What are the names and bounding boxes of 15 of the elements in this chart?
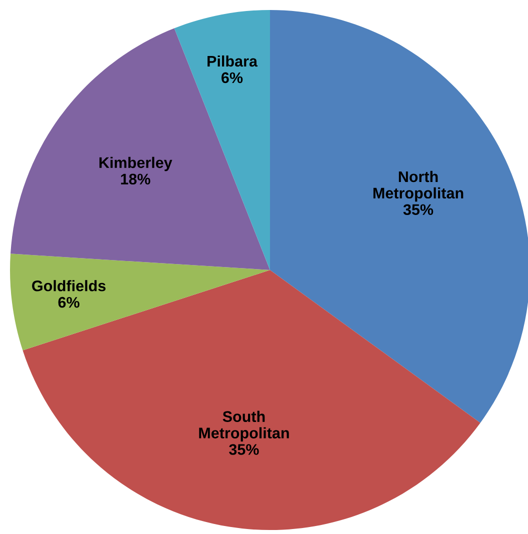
data-label: 6% — [222, 72, 243, 84]
pie-slice — [270, 10, 528, 423]
slice-label: Pilbara — [208, 55, 258, 67]
pie-slice — [10, 28, 270, 270]
data-label: 6% — [58, 296, 80, 308]
pie-slice — [10, 254, 270, 350]
data-label: 35% — [403, 204, 434, 216]
data-label: 35% — [229, 444, 259, 455]
slice-label: North Metropolitan — [373, 170, 464, 202]
slice-label: Kimberley — [99, 156, 172, 172]
pie-slice — [174, 10, 270, 270]
pie-slice — [22, 270, 480, 530]
slice-label: Goldfields — [32, 280, 106, 292]
slice-label: South Metropolitan — [199, 410, 289, 442]
data-label: 18% — [121, 174, 150, 185]
